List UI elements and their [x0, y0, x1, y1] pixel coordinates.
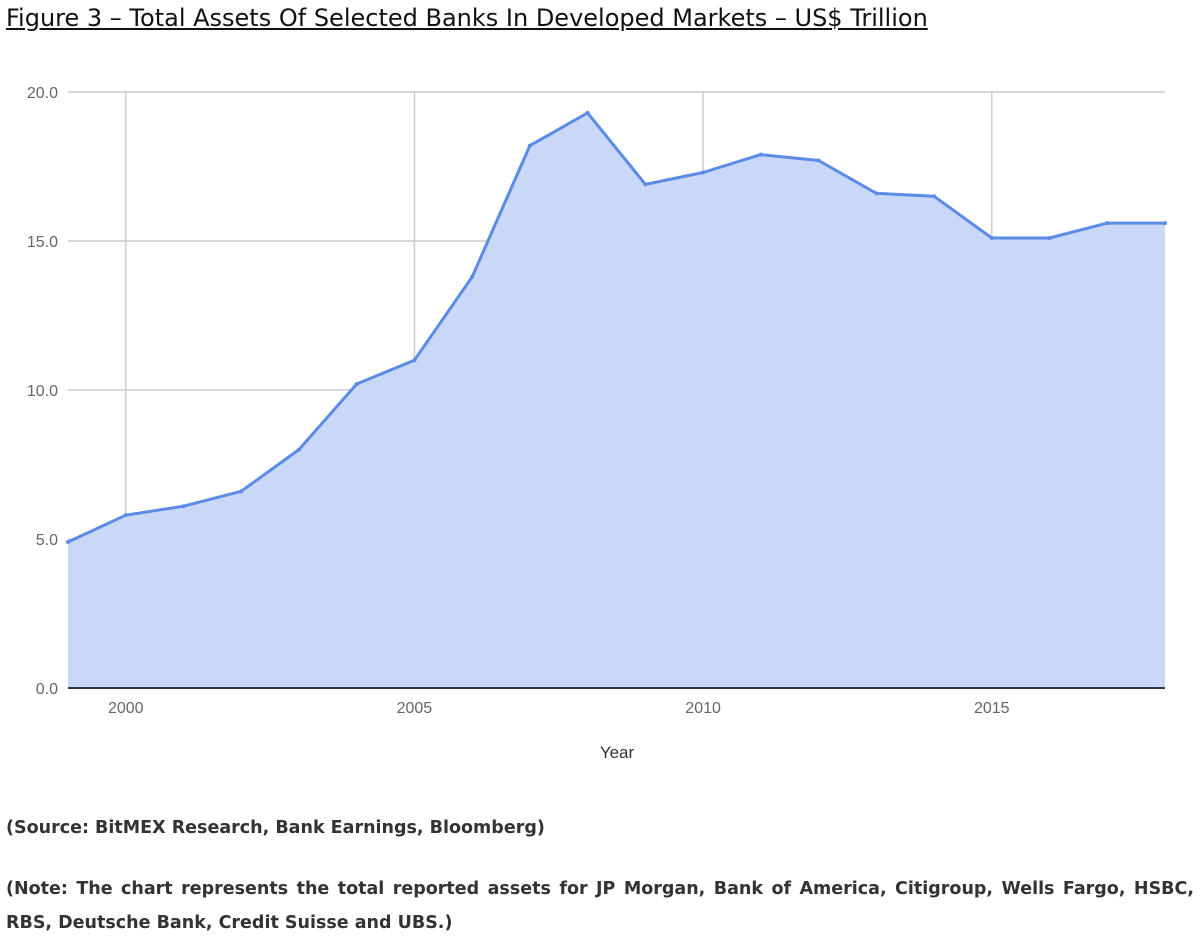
y-tick-label: 0.0 [36, 681, 58, 698]
data-point [66, 539, 70, 544]
x-tick-label: 2015 [974, 700, 1010, 717]
tick-labels: 0.0 5.0 10.0 15.0 20.0 2000 2005 2010 2015 [27, 85, 1010, 717]
chart-title: Figure 3 – Total Assets Of Selected Bank… [6, 4, 928, 32]
data-point [989, 236, 994, 241]
data-point [1105, 221, 1110, 226]
x-axis-label: Year [600, 743, 635, 762]
data-point [412, 358, 417, 363]
x-tick-label: 2010 [685, 700, 721, 717]
x-tick-label: 2005 [397, 700, 433, 717]
y-tick-label: 15.0 [27, 234, 58, 251]
data-point [932, 194, 937, 199]
data-point [585, 110, 590, 115]
data-point [527, 143, 532, 148]
data-point [470, 274, 475, 279]
data-point [123, 513, 128, 518]
data-point [643, 182, 648, 187]
footnote: (Note: The chart represents the total re… [6, 879, 1194, 933]
source-note: (Source: BitMEX Research, Bank Earnings,… [6, 818, 545, 838]
series-line [67, 111, 1165, 544]
x-tick-label: 2000 [108, 700, 144, 717]
data-point [758, 152, 763, 157]
area-fill [68, 112, 1165, 688]
data-point [354, 382, 359, 387]
data-point [296, 447, 301, 452]
data-point [816, 158, 821, 163]
data-point [239, 489, 244, 494]
data-point [181, 504, 186, 509]
data-point [1163, 221, 1167, 226]
y-tick-label: 10.0 [27, 383, 58, 400]
area-chart: 0.0 5.0 10.0 15.0 20.0 2000 2005 2010 2015 Year [27, 85, 1167, 762]
data-point [701, 170, 706, 175]
data-point [1047, 236, 1052, 241]
y-tick-label: 20.0 [27, 85, 58, 102]
data-point [874, 191, 879, 196]
y-tick-label: 5.0 [36, 532, 58, 549]
